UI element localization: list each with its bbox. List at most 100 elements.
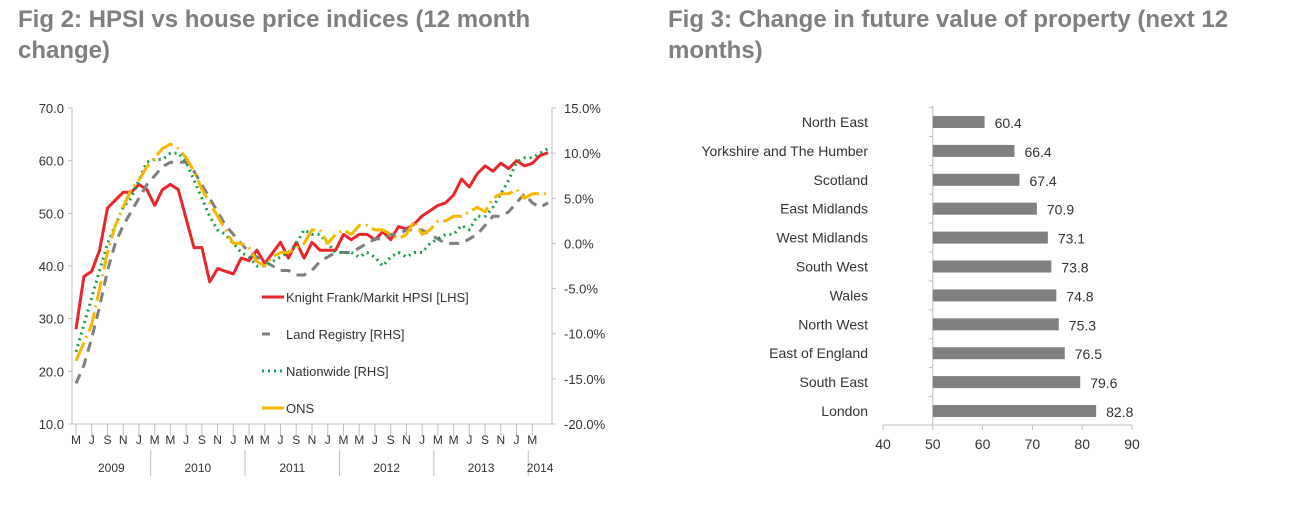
bar [932,116,985,128]
legend-label-2: Nationwide [RHS] [286,364,389,379]
bar [932,376,1081,389]
month-label: N [496,433,505,447]
bar [932,318,1059,331]
bar-category-label: Yorkshire and The Humber [701,143,868,159]
month-label: M [433,433,443,447]
month-label: M [260,433,270,447]
legend-label-3: ONS [286,401,315,416]
year-label: 2012 [373,461,400,475]
right-tick-label: 15.0% [564,101,601,116]
month-label: M [244,433,254,447]
bar-category-label: North East [802,114,868,130]
bar-x-tick-label: 70 [1025,436,1041,452]
bar-value-label: 75.3 [1069,317,1096,333]
bar-x-tick-label: 80 [1074,436,1090,452]
month-label: J [372,433,378,447]
left-tick-label: 20.0 [39,364,64,379]
month-label: M [165,433,175,447]
month-label: N [213,433,222,447]
month-label: J [514,433,520,447]
month-label: J [278,433,284,447]
left-tick-label: 40.0 [39,259,64,274]
bar-value-label: 60.4 [995,115,1022,131]
bar-category-label: East of England [769,345,868,361]
bar [932,173,1020,186]
month-label: M [150,433,160,447]
right-tick-label: -10.0% [564,327,606,342]
month-label: S [481,433,489,447]
bar [932,202,1037,215]
month-label: S [292,433,300,447]
year-label: 2014 [527,461,554,475]
bar-value-label: 74.8 [1066,288,1093,304]
left-tick-label: 60.0 [39,154,64,169]
bar-value-label: 70.9 [1047,202,1074,218]
right-tick-label: -5.0% [564,282,598,297]
month-label: S [103,433,111,447]
year-label: 2011 [279,461,305,475]
right-tick-label: 0.0% [564,236,594,251]
series-line-0 [74,151,549,330]
bar-category-label: Scotland [814,172,868,188]
bar-x-tick-label: 40 [875,436,891,452]
legend-label-0: Knight Frank/Markit HPSI [LHS] [286,290,469,305]
bar-category-label: London [821,403,868,419]
bar-x-tick-label: 50 [925,436,941,452]
bar [932,405,1097,417]
month-label: N [308,433,317,447]
year-label: 2010 [185,461,212,475]
month-label: J [325,433,331,447]
bar-category-label: South West [796,259,868,275]
year-label: 2013 [468,461,495,475]
bar-category-label: East Midlands [780,201,868,217]
bar-value-label: 79.6 [1090,375,1117,391]
bar [932,260,1052,273]
bar [932,231,1048,244]
bar-category-label: South East [800,374,869,390]
bar-value-label: 73.8 [1061,260,1088,276]
bar-x-tick-label: 60 [975,436,991,452]
month-label: M [449,433,459,447]
right-tick-label: -15.0% [564,372,606,387]
bar [932,347,1065,360]
month-label: M [527,433,537,447]
bar-category-label: Wales [830,287,868,303]
month-label: N [402,433,411,447]
fig2-title: Fig 2: HPSI vs house price indices (12 m… [18,6,531,64]
month-label: N [119,433,128,447]
month-label: J [466,433,472,447]
right-tick-label: -20.0% [564,417,606,432]
month-label: M [338,433,348,447]
left-tick-label: 10.0 [39,417,64,432]
series-line-3 [74,142,548,362]
bar [932,289,1057,302]
year-label: 2009 [98,461,125,475]
bar-category-label: North West [798,316,868,332]
left-tick-label: 70.0 [39,101,64,116]
bar-category-label: West Midlands [776,230,868,246]
bar-value-label: 76.5 [1075,346,1102,362]
right-tick-label: 5.0% [564,191,594,206]
month-label: J [136,433,142,447]
right-tick-label: 10.0% [564,146,601,161]
month-label: J [419,433,425,447]
bar-value-label: 82.8 [1106,404,1133,420]
bar [932,144,1015,157]
bar-x-tick-label: 90 [1124,436,1140,452]
left-tick-label: 30.0 [39,312,64,327]
month-label: J [89,433,95,447]
left-tick-label: 50.0 [39,206,64,221]
bar-value-label: 67.4 [1029,173,1056,189]
month-label: J [230,433,236,447]
bar-value-label: 66.4 [1024,144,1051,160]
bar-value-label: 73.1 [1058,231,1085,247]
legend-label-1: Land Registry [RHS] [286,327,405,342]
month-label: J [183,433,189,447]
month-label: S [387,433,395,447]
month-label: M [71,433,81,447]
fig3-title: Fig 3: Change in future value of propert… [668,6,1229,64]
month-label: S [198,433,206,447]
series-line-1 [74,160,549,385]
month-label: M [354,433,364,447]
